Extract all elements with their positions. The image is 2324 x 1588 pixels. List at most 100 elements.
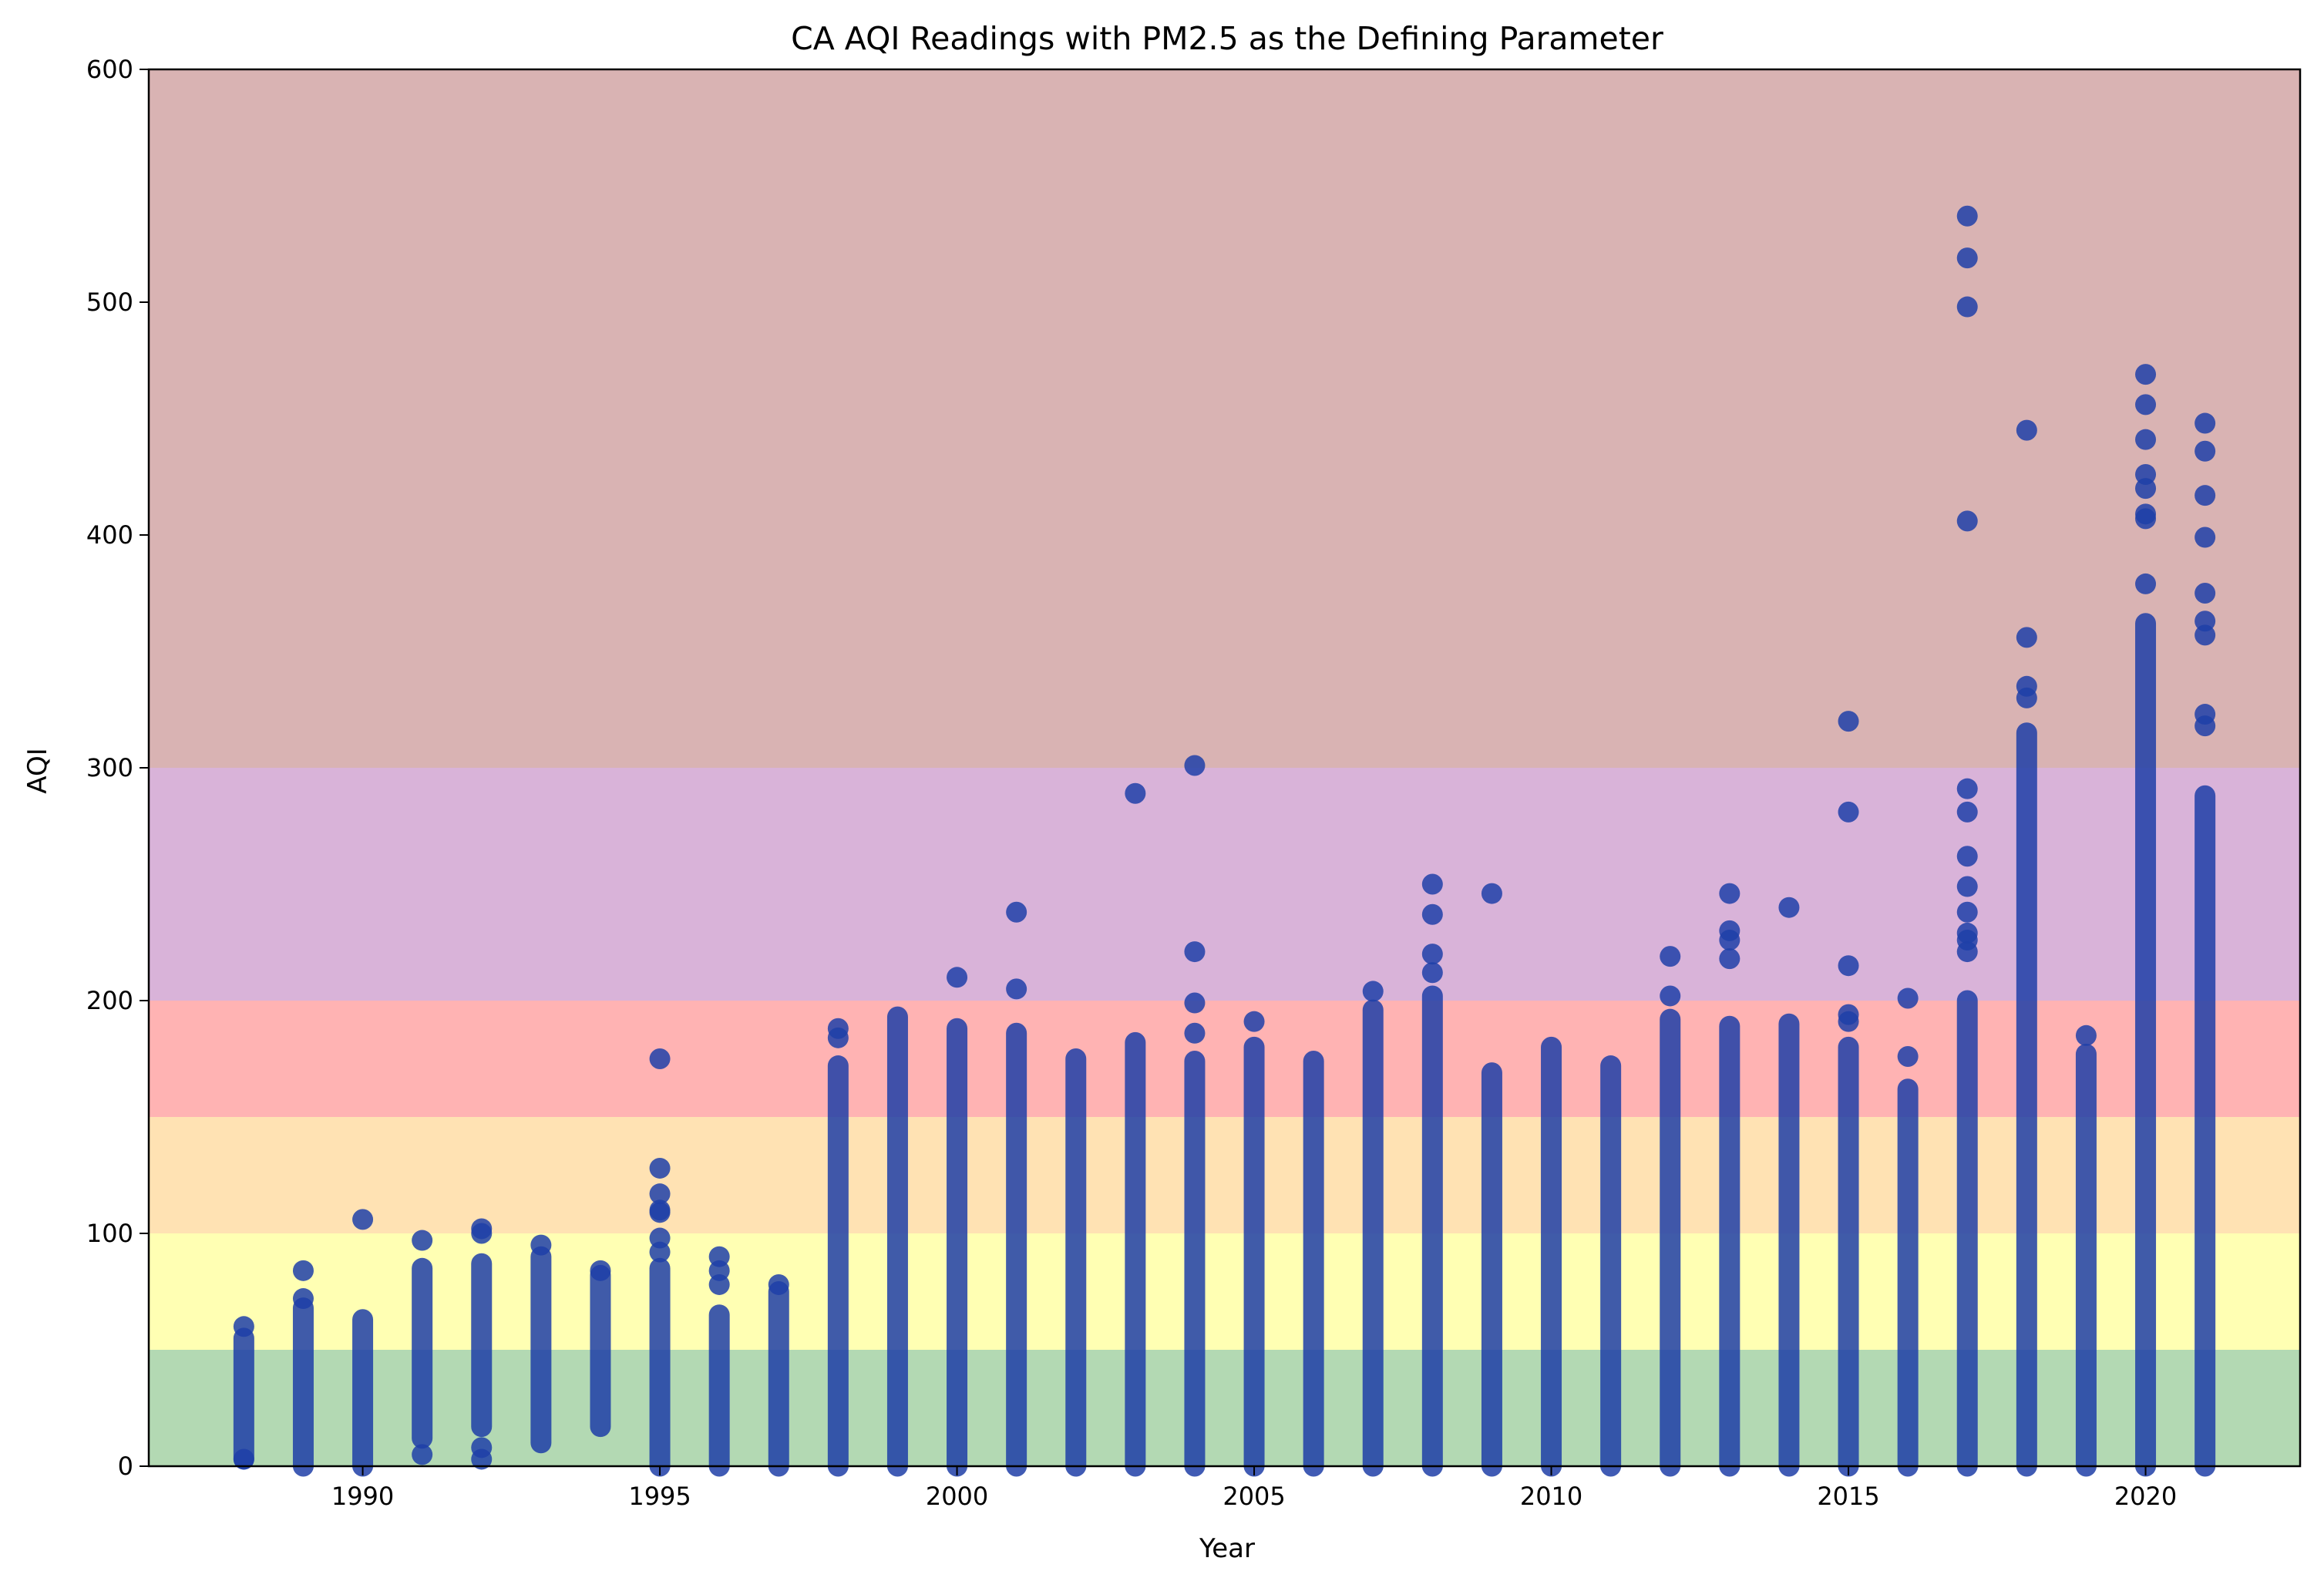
- x-tick-label-2005: 2005: [1223, 1482, 1285, 1511]
- data-point-2013-3: [1719, 883, 1740, 904]
- data-point-2018-2: [2016, 627, 2037, 648]
- data-point-2008-0: [1421, 962, 1443, 984]
- data-point-2017-8: [1956, 510, 1978, 532]
- x-tick-label-2010: 2010: [1520, 1482, 1582, 1511]
- data-point-2020-6: [2135, 394, 2157, 416]
- y-tick-label-500: 500: [86, 288, 133, 317]
- data-point-2004-2: [1184, 941, 1206, 963]
- data-point-2016-1: [1897, 987, 1919, 1009]
- y-tick-label-300: 300: [86, 753, 133, 782]
- data-point-1988-0: [233, 1316, 254, 1337]
- data-point-2021-3: [2195, 611, 2216, 632]
- data-point-1991-0: [412, 1444, 433, 1465]
- data-point-2017-2: [1956, 922, 1978, 944]
- data-point-1995-6: [649, 1048, 671, 1069]
- data-point-2018-1: [2016, 675, 2037, 697]
- aqi-band-1: [149, 1233, 2300, 1350]
- data-point-2014-0: [1778, 897, 1800, 918]
- data-point-2020-2: [2135, 503, 2157, 525]
- data-point-1995-4: [649, 1183, 671, 1205]
- data-point-1995-1: [649, 1227, 671, 1249]
- data-point-2012-1: [1660, 946, 1681, 967]
- data-point-1995-5: [649, 1157, 671, 1179]
- data-point-2012-0: [1660, 985, 1681, 1007]
- data-point-2017-6: [1956, 801, 1978, 823]
- chart-title: CA AQI Readings with PM2.5 as the Defini…: [791, 20, 1663, 57]
- data-point-1995-3: [649, 1199, 671, 1221]
- y-axis-label: AQI: [22, 748, 53, 793]
- data-point-2004-1: [1184, 992, 1206, 1014]
- data-point-1989-0: [292, 1288, 314, 1310]
- data-point-2021-4: [2195, 583, 2216, 604]
- data-point-2004-3: [1184, 755, 1206, 776]
- data-point-2017-3: [1956, 901, 1978, 923]
- data-point-2015-4: [1838, 711, 1859, 732]
- data-point-1992-3: [471, 1218, 493, 1240]
- data-point-2013-0: [1719, 948, 1740, 970]
- data-point-2019-0: [2075, 1024, 2097, 1046]
- data-point-1988-1: [233, 1448, 254, 1470]
- data-point-1994-0: [590, 1260, 611, 1281]
- data-point-2017-7: [1956, 778, 1978, 799]
- data-point-2015-3: [1838, 801, 1859, 823]
- data-point-2021-6: [2195, 485, 2216, 506]
- data-point-2015-2: [1838, 955, 1859, 977]
- data-point-2005-0: [1243, 1011, 1265, 1032]
- y-tick-label-600: 600: [86, 55, 133, 84]
- x-tick-label-1995: 1995: [628, 1482, 691, 1511]
- data-point-2003-0: [1125, 782, 1146, 804]
- data-point-2008-2: [1421, 903, 1443, 925]
- data-point-2020-5: [2135, 429, 2157, 450]
- x-tick-label-2015: 2015: [1817, 1482, 1879, 1511]
- y-axis-ticks: 0 100 200 300 400 500 600: [86, 55, 149, 1481]
- data-point-2015-1: [1838, 1004, 1859, 1025]
- y-tick-label-0: 0: [118, 1452, 133, 1481]
- y-tick-label-100: 100: [86, 1219, 133, 1248]
- data-point-1998-1: [827, 1018, 849, 1039]
- data-point-1989-1: [292, 1260, 314, 1281]
- y-tick-label-200: 200: [86, 986, 133, 1015]
- data-point-1997-0: [768, 1273, 789, 1295]
- x-tick-label-2020: 2020: [2114, 1482, 2177, 1511]
- data-point-2007-0: [1362, 981, 1384, 1002]
- data-point-2000-0: [947, 967, 968, 988]
- data-point-2004-0: [1184, 1022, 1206, 1044]
- data-point-2001-1: [1006, 901, 1027, 923]
- data-point-1993-0: [530, 1234, 552, 1256]
- x-axis-ticks: 1990 1995 2000 2005 2010 2015 2020: [331, 1466, 2177, 1511]
- data-point-2017-11: [1956, 205, 1978, 227]
- aqi-band-4: [149, 768, 2300, 1001]
- aqi-band-3: [149, 1001, 2300, 1117]
- x-tick-label-1990: 1990: [331, 1482, 394, 1511]
- data-point-2016-0: [1897, 1045, 1919, 1067]
- aqi-bands: [149, 69, 2300, 1466]
- data-point-2021-8: [2195, 412, 2216, 434]
- data-point-2008-1: [1421, 944, 1443, 965]
- data-point-2020-0: [2135, 573, 2157, 594]
- data-point-2017-5: [1956, 846, 1978, 867]
- data-point-2018-3: [2016, 419, 2037, 441]
- data-point-2017-10: [1956, 247, 1978, 269]
- data-point-2001-0: [1006, 978, 1027, 1000]
- data-point-1996-2: [708, 1246, 730, 1267]
- data-point-2017-4: [1956, 876, 1978, 897]
- data-point-2021-5: [2195, 527, 2216, 548]
- aqi-band-2: [149, 1117, 2300, 1233]
- data-point-1990-0: [352, 1209, 374, 1230]
- x-axis-label: Year: [1199, 1533, 1255, 1564]
- aqi-band-5: [149, 69, 2300, 768]
- data-point-1991-1: [412, 1230, 433, 1251]
- data-point-2021-7: [2195, 440, 2216, 462]
- data-point-2020-4: [2135, 463, 2157, 485]
- aqi-band-0: [149, 1350, 2300, 1466]
- data-point-2021-1: [2195, 704, 2216, 725]
- x-tick-label-2000: 2000: [926, 1482, 988, 1511]
- data-points: [233, 205, 2216, 1477]
- data-point-2013-2: [1719, 920, 1740, 941]
- data-point-1992-1: [471, 1437, 493, 1458]
- data-point-2020-7: [2135, 364, 2157, 385]
- data-point-2008-3: [1421, 873, 1443, 895]
- y-tick-label-400: 400: [86, 520, 133, 550]
- data-point-2009-0: [1481, 883, 1502, 904]
